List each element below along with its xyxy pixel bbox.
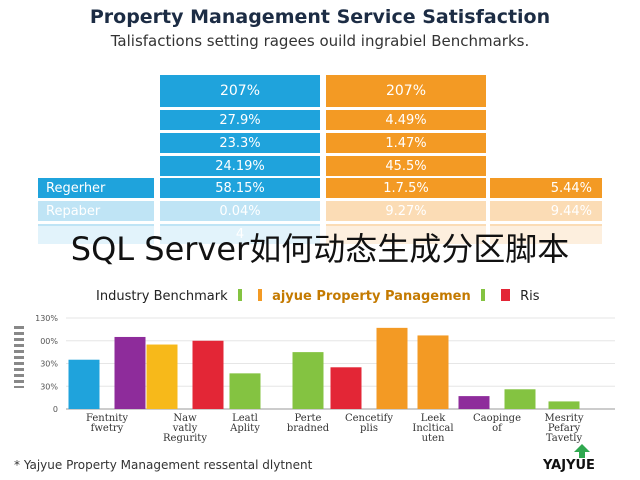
bar [376, 327, 408, 409]
brand-arrow-icon [574, 444, 590, 458]
legend-label-yajyue: ajyue Property Panagemen [272, 289, 471, 304]
bar [504, 389, 536, 409]
legend-swatch-benchmark [237, 289, 242, 301]
table-cell: 27.9% [160, 110, 320, 130]
table-cell: 9.27% [326, 201, 486, 221]
y-tick-label: 00% [40, 337, 58, 346]
legend-label-benchmark: Industry Benchmark [96, 289, 228, 304]
legend-swatch-ris [501, 289, 510, 301]
reporter-label: Regerher [38, 178, 154, 198]
chart-y-ticks: 130% 00% 30% 30% 0 [35, 314, 58, 414]
category-label: Leek Incltical uten [412, 413, 453, 444]
table-cell: 1.47% [326, 133, 486, 153]
table-cell: 5.44% [490, 178, 602, 198]
chart-bars [68, 327, 580, 409]
overlay-banner: SQL Server如何动态生成分区脚本 [0, 226, 640, 268]
bar [146, 344, 178, 409]
bar-chart: 130% 00% 30% 30% 0 Fentnity fwetry Naw vatly Reg… [35, 314, 615, 444]
page-title: Property Management Service Satisfaction [89, 6, 551, 28]
legend-divider [480, 289, 485, 301]
table-cell: 9.44% [490, 201, 602, 221]
bar [114, 336, 146, 409]
chart-legend: Industry Benchmark ajyue Property Panage… [96, 289, 540, 304]
chart-category-labels: Fentnity fwetry Naw vatly Regurity Leatl Aplit… [86, 413, 584, 444]
y-tick-label: 30% [40, 360, 58, 369]
bar [548, 401, 580, 409]
header-cell-blue: 207% [160, 75, 320, 107]
table-cell: 0.04% [160, 201, 320, 221]
table-cell: 1.7.5% [326, 178, 486, 198]
footnote: * Yajyue Property Management ressental d… [14, 458, 313, 472]
category-label: Cencetify plis [345, 413, 393, 434]
bar [192, 340, 224, 409]
legend-label-ris: Ris [520, 289, 540, 304]
bar [68, 359, 100, 409]
table-cell: 58.15% [160, 178, 320, 198]
y-tick-label: 130% [35, 314, 58, 323]
bar [458, 396, 490, 409]
bar [229, 373, 261, 409]
category-label: Mesrity Pefary Tavetly [545, 413, 584, 444]
table-cell: 4.49% [326, 110, 486, 130]
overlay-text: SQL Server如何动态生成分区脚本 [70, 230, 570, 268]
y-axis-label [14, 326, 24, 388]
bar [292, 352, 324, 409]
brand-logo: YAJYUE [543, 458, 595, 473]
category-label: Perte bradned [287, 413, 330, 434]
reporter-label: Repaber [38, 201, 154, 221]
y-tick-label: 30% [40, 382, 58, 391]
legend-swatch-yajyue [257, 289, 262, 301]
bar [330, 367, 362, 409]
bar [417, 335, 449, 409]
header-cell-orange: 207% [326, 75, 486, 107]
category-label: Naw vatly Regurity [163, 413, 207, 444]
table-cell: 24.19% [160, 156, 320, 176]
page-subtitle: Talisfactions setting ragees ouild ingra… [110, 32, 530, 50]
category-label: Fentnity fwetry [86, 413, 128, 434]
table-cell: 23.3% [160, 133, 320, 153]
table-cell: 45.5% [326, 156, 486, 176]
y-tick-label: 0 [53, 405, 58, 414]
category-label: Caopinge of [473, 413, 521, 434]
category-label: Leatl Aplity [229, 413, 260, 434]
